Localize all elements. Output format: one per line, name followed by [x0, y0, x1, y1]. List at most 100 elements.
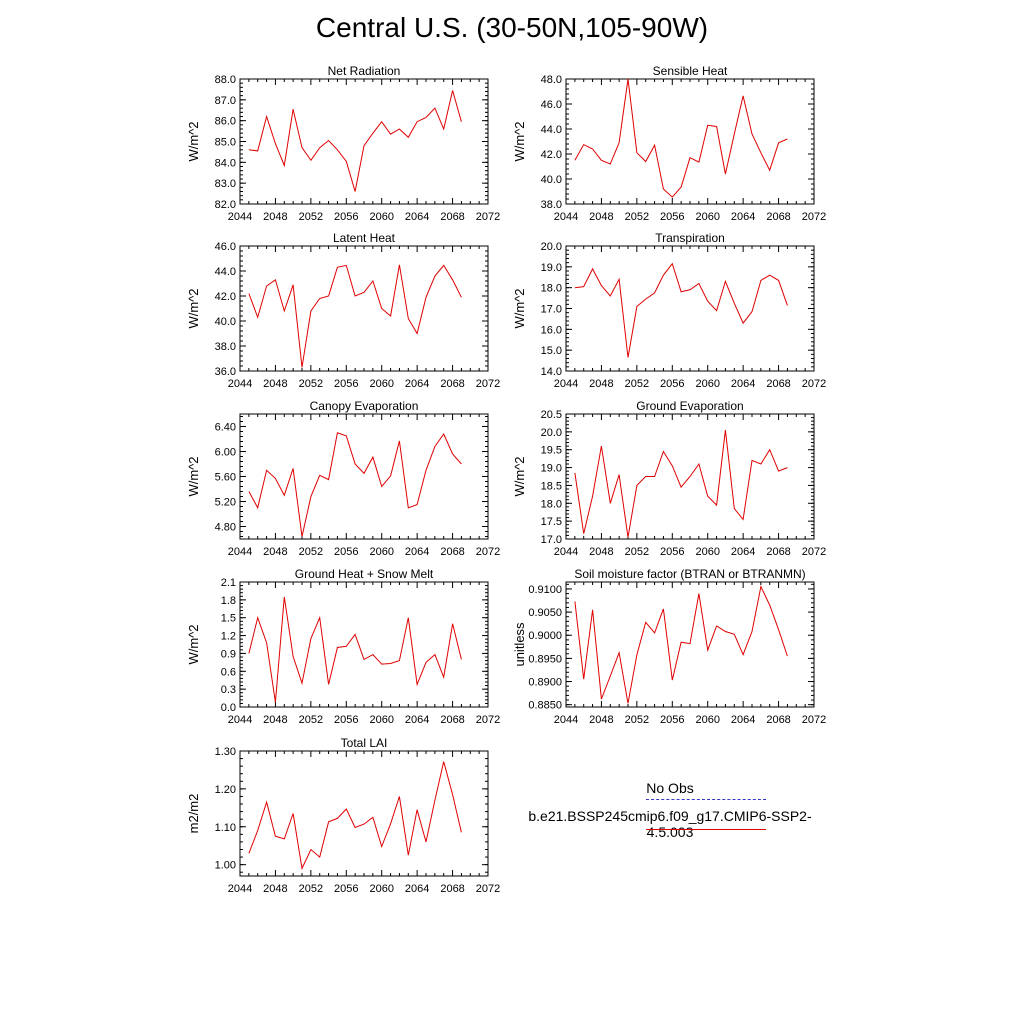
chart-title: Canopy Evaporation — [310, 399, 419, 413]
page-title: Central U.S. (30-50N,105-90W) — [315, 12, 709, 43]
x-tick-label: 2048 — [263, 378, 287, 390]
y-tick-label: 6.40 — [215, 422, 236, 434]
y-tick-label: 38.0 — [215, 341, 236, 353]
y-tick-label: 18.0 — [541, 283, 562, 295]
x-tick-label: 2048 — [263, 546, 287, 558]
series-line — [574, 262, 788, 358]
y-tick-label: 48.0 — [541, 74, 562, 86]
y-tick-label: 17.5 — [541, 516, 562, 528]
x-tick-label: 2072 — [476, 546, 500, 558]
x-tick-label: 2052 — [299, 714, 323, 726]
y-tick-label: 42.0 — [541, 149, 562, 161]
y-tick-label: 17.0 — [541, 304, 562, 316]
x-tick-label: 2056 — [334, 546, 358, 558]
x-tick-label: 2060 — [695, 714, 719, 726]
x-tick-label: 2068 — [766, 378, 790, 390]
x-tick-label: 2060 — [695, 211, 719, 223]
chart-title: Net Radiation — [328, 64, 401, 78]
y-tick-label: 1.2 — [221, 631, 236, 643]
chart-panel: Ground Heat + Snow Melt W/m^2 2044 2048 2052… — [186, 567, 500, 726]
series-line — [248, 596, 462, 703]
y-tick-label: 19.5 — [541, 445, 562, 457]
x-tick-label: 2068 — [440, 211, 464, 223]
x-tick-label: 2068 — [440, 546, 464, 558]
series-line — [574, 430, 788, 538]
x-tick-label: 2044 — [228, 714, 252, 726]
y-tick-label: 0.8900 — [528, 677, 562, 689]
chart-panel: Ground Evaporation W/m^2 2044 2048 2052 2056 2… — [512, 399, 826, 558]
x-tick-label: 2072 — [802, 211, 826, 223]
y-tick-label: 1.5 — [221, 613, 236, 625]
x-tick-label: 2072 — [802, 378, 826, 390]
x-tick-label: 2060 — [369, 211, 393, 223]
y-axis-label: m2/m2 — [186, 794, 201, 834]
y-tick-label: 1.10 — [215, 822, 236, 834]
y-tick-label: 0.8850 — [528, 700, 562, 712]
y-tick-label: 19.0 — [541, 262, 562, 274]
x-tick-label: 2056 — [334, 378, 358, 390]
x-tick-label: 2068 — [766, 714, 790, 726]
y-tick-label: 2.1 — [221, 577, 236, 589]
y-tick-label: 1.00 — [215, 860, 236, 872]
y-tick-label: 85.0 — [215, 137, 236, 149]
plot-frame — [239, 750, 489, 877]
y-axis-label: unitless — [512, 622, 527, 667]
x-tick-label: 2052 — [625, 714, 649, 726]
y-tick-label: 4.80 — [215, 522, 236, 534]
y-tick-label: 1.20 — [215, 784, 236, 796]
plot-frame — [565, 245, 815, 372]
x-tick-label: 2072 — [802, 714, 826, 726]
y-tick-label: 84.0 — [215, 157, 236, 169]
x-tick-label: 2064 — [405, 378, 429, 390]
x-tick-label: 2048 — [263, 211, 287, 223]
x-tick-label: 2052 — [299, 883, 323, 895]
x-tick-label: 2060 — [369, 378, 393, 390]
y-tick-label: 82.0 — [215, 199, 236, 211]
x-tick-label: 2064 — [405, 546, 429, 558]
y-tick-label: 87.0 — [215, 95, 236, 107]
x-tick-label: 2072 — [476, 211, 500, 223]
chart-title: Latent Heat — [333, 231, 396, 245]
y-tick-label: 16.0 — [541, 324, 562, 336]
x-tick-label: 2056 — [660, 211, 684, 223]
y-tick-label: 86.0 — [215, 116, 236, 128]
y-tick-label: 5.60 — [215, 472, 236, 484]
legend-case-label: b.e21.BSSP245cmip6.f09_g17.CMIP6-SSP2-4.… — [528, 808, 812, 840]
series-line — [248, 432, 462, 537]
plot-frame — [239, 581, 489, 708]
chart-title: Sensible Heat — [653, 64, 728, 78]
chart-panel: Sensible Heat W/m^2 2044 2048 2052 2056 2060 20… — [512, 64, 826, 223]
chart-panel: Total LAI m2/m2 2044 2048 2052 2056 2060 2064 20… — [186, 736, 500, 895]
x-tick-label: 2064 — [731, 378, 755, 390]
y-tick-label: 40.0 — [215, 316, 236, 328]
chart-panel: Net Radiation W/m^2 2044 2048 2052 2056 2060 20… — [186, 64, 500, 223]
chart-title: Soil moisture factor (BTRAN or BTRANMN) — [574, 567, 805, 581]
x-tick-label: 2064 — [731, 546, 755, 558]
legend-obs-label: No Obs — [646, 780, 694, 796]
y-tick-label: 18.5 — [541, 480, 562, 492]
y-tick-label: 0.3 — [221, 684, 236, 696]
y-tick-label: 36.0 — [215, 366, 236, 378]
y-tick-label: 46.0 — [215, 241, 236, 253]
y-tick-label: 19.0 — [541, 463, 562, 475]
y-tick-label: 20.0 — [541, 427, 562, 439]
series-line — [248, 90, 462, 192]
series-line — [574, 585, 788, 704]
x-tick-label: 2052 — [625, 378, 649, 390]
x-tick-label: 2072 — [476, 714, 500, 726]
y-tick-label: 0.6 — [221, 666, 236, 678]
x-tick-label: 2064 — [731, 714, 755, 726]
y-tick-label: 0.9 — [221, 648, 236, 660]
y-axis-label: W/m^2 — [512, 288, 527, 328]
series-line — [248, 761, 462, 871]
y-axis-label: W/m^2 — [512, 456, 527, 496]
x-tick-label: 2052 — [625, 546, 649, 558]
y-tick-label: 20.5 — [541, 409, 562, 421]
x-tick-label: 2060 — [369, 546, 393, 558]
y-tick-label: 18.0 — [541, 498, 562, 510]
y-axis-label: W/m^2 — [186, 121, 201, 161]
chart-title: Ground Heat + Snow Melt — [295, 567, 434, 581]
x-tick-label: 2068 — [766, 211, 790, 223]
x-tick-label: 2044 — [554, 546, 578, 558]
